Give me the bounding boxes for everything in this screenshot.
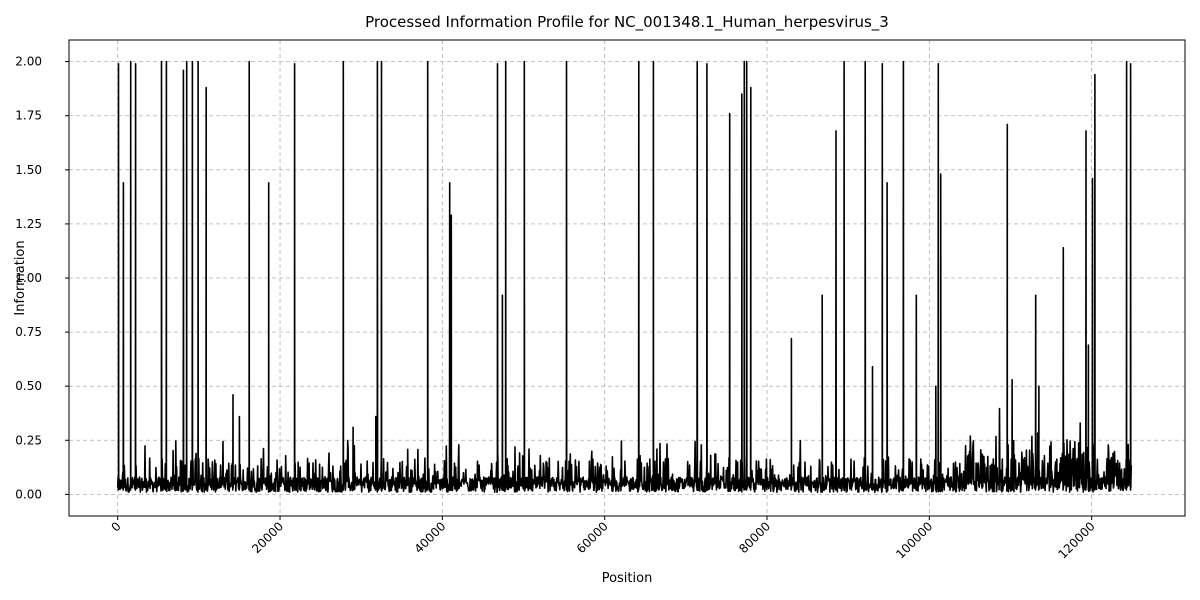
y-tick-label: 2.00 <box>15 55 42 69</box>
y-axis-label: Information <box>13 240 28 315</box>
grid-lines <box>69 40 1185 516</box>
y-tick-label: 0.25 <box>15 433 42 447</box>
x-tick-label: 100000 <box>893 519 935 561</box>
x-axis-label: Position <box>602 571 653 586</box>
x-tick-label: 0 <box>109 519 124 534</box>
x-tick-label: 20000 <box>249 519 286 556</box>
x-tick-label: 60000 <box>574 519 611 556</box>
information-series-line <box>116 60 1133 493</box>
y-axis-ticks: 0.00 0.25 0.50 0.75 1.00 1.25 1.50 1.75 2.00 <box>15 55 69 501</box>
y-tick-label: 0.50 <box>15 379 42 393</box>
y-tick-label: 1.00 <box>15 271 42 285</box>
x-tick-label: 80000 <box>736 519 773 556</box>
x-axis-ticks: 0 20000 40000 60000 80000 100000 120000 <box>109 516 1098 562</box>
y-tick-label: 1.25 <box>15 217 42 231</box>
x-tick-label: 120000 <box>1055 519 1097 561</box>
x-tick-label: 40000 <box>412 519 449 556</box>
chart-title: Processed Information Profile for NC_001… <box>365 13 889 32</box>
y-tick-label: 1.50 <box>15 163 42 177</box>
y-tick-label: 0.75 <box>15 325 42 339</box>
plot-area <box>116 60 1133 493</box>
y-tick-label: 1.75 <box>15 109 42 123</box>
y-tick-label: 0.00 <box>15 487 42 501</box>
